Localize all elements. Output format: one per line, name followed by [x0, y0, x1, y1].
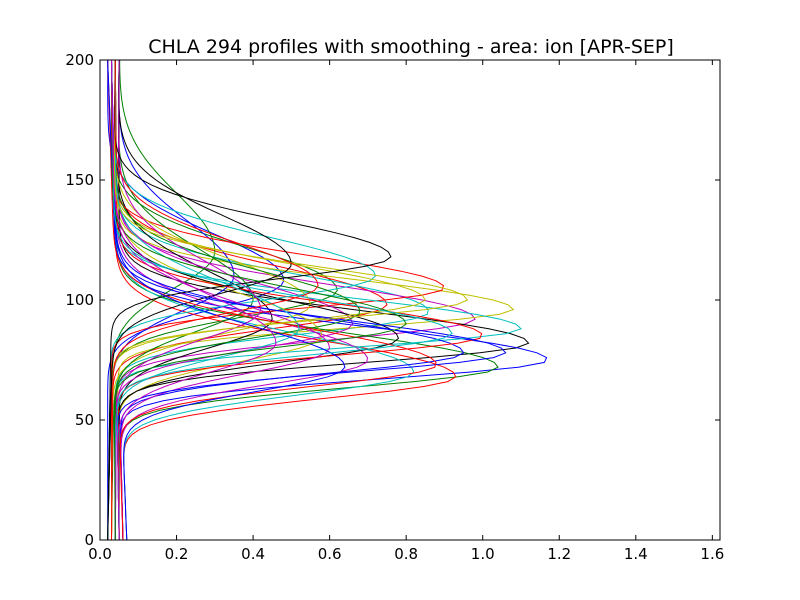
profile-line — [111, 60, 499, 540]
y-tick-label: 0 — [84, 531, 94, 549]
plot-frame — [99, 59, 721, 541]
x-tick-label: 1.6 — [700, 545, 724, 563]
x-tick-label: 0.4 — [241, 545, 265, 563]
tick-layer: 0.0 0.2 0.4 0.6 0.8 1.0 1.2 1.4 1.6 0 50 100 150 200 — [65, 51, 724, 563]
profile-line — [111, 60, 427, 540]
x-tick-label: 1.0 — [471, 545, 495, 563]
profile-line — [107, 60, 292, 540]
profile-line — [111, 60, 331, 540]
profile-line — [111, 60, 277, 540]
profile-line — [114, 60, 476, 540]
profile-line — [107, 60, 377, 540]
profile-line — [111, 60, 548, 540]
profile-line — [111, 60, 407, 540]
profile-line — [107, 60, 285, 540]
y-tick-label: 50 — [75, 411, 94, 429]
profile-line — [114, 60, 273, 540]
profile-line — [111, 60, 319, 540]
x-tick-label: 0.8 — [394, 545, 418, 563]
profile-line — [114, 60, 262, 540]
chart-title: CHLA 294 profiles with smoothing - area:… — [148, 36, 674, 58]
y-tick-label: 150 — [65, 171, 94, 189]
x-tick-label: 0.2 — [165, 545, 189, 563]
profile-line — [107, 60, 346, 540]
profile-line — [107, 60, 437, 540]
profile-line — [114, 60, 522, 540]
x-tick-label: 1.4 — [624, 545, 648, 563]
profile-line — [111, 60, 254, 540]
profile-line — [111, 60, 445, 540]
series-layer — [107, 60, 548, 540]
x-tick-label: 1.2 — [547, 545, 571, 563]
x-tick-label: 0.0 — [88, 545, 112, 563]
y-tick-label: 100 — [65, 291, 94, 309]
x-tick-label: 0.6 — [318, 545, 342, 563]
y-tick-label: 200 — [65, 51, 94, 69]
profile-line — [111, 60, 338, 540]
